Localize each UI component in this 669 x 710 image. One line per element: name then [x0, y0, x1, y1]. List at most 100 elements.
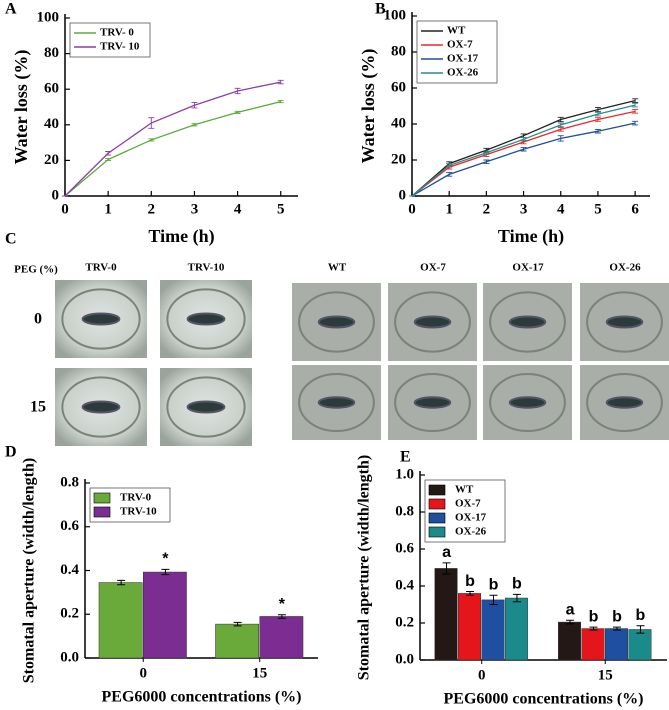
x-tick-label: 3 [191, 201, 199, 217]
guard-cells [394, 291, 471, 353]
x-tick-label: 2 [148, 201, 156, 217]
error-bar [117, 579, 126, 586]
significance-label: a [442, 544, 451, 561]
x-tick-label: 5 [594, 201, 602, 217]
error-bar [466, 591, 475, 596]
y-tick-label: 1.0 [395, 466, 414, 482]
significance-label: b [465, 573, 475, 590]
y-tick-label: 0.6 [395, 540, 414, 556]
bar [481, 599, 505, 661]
y-tick-label: 80 [44, 45, 59, 61]
legend-box [69, 22, 151, 58]
column-header: OX-7 [420, 262, 446, 274]
y-tick-label: 100 [37, 9, 60, 25]
guard-cells [489, 373, 566, 432]
y-tick-label: 20 [44, 152, 59, 168]
data-line [411, 110, 636, 197]
error-bar [557, 116, 564, 123]
x-tick-label: 4 [557, 201, 565, 217]
guard-cells [298, 291, 375, 353]
x-tick-label: 5 [277, 201, 285, 217]
column-header: OX-26 [609, 262, 641, 274]
y-tick-label: 0.4 [395, 577, 414, 593]
y-tick-label: 20 [391, 151, 406, 167]
error-bar [277, 100, 284, 104]
y-tick-label: 0 [399, 187, 407, 203]
micrograph [388, 365, 477, 440]
significance-label: * [162, 551, 169, 568]
x-tick-label: 3 [520, 201, 528, 217]
error-bar [105, 157, 112, 162]
y-tick-label: 0.2 [395, 614, 414, 630]
significance-label: b [589, 608, 599, 625]
error-bar [483, 159, 490, 165]
guard-cells [586, 373, 663, 432]
column-header: OX-17 [512, 262, 544, 274]
bar [143, 571, 187, 659]
significance-label: * [279, 596, 286, 613]
error-bar [148, 117, 155, 129]
guard-cells [394, 373, 471, 432]
panel-label: D [5, 444, 17, 461]
micrograph [55, 368, 147, 446]
legend-swatch [428, 484, 446, 496]
panel-label: C [5, 231, 17, 248]
column-header: TRV-0 [85, 262, 117, 274]
bar [558, 621, 582, 661]
stomatal-pore [81, 312, 121, 326]
error-bar [277, 614, 286, 619]
stomatal-pore [186, 312, 226, 326]
legend-label: WT [455, 484, 474, 496]
significance-label: b [489, 576, 499, 593]
micrograph [483, 365, 572, 440]
y-tick-label: 80 [391, 43, 406, 59]
x-tick-label: 2 [483, 201, 491, 217]
y-tick-label: 60 [44, 81, 59, 97]
legend-label: TRV-0 [120, 492, 152, 504]
error-bar [632, 102, 639, 108]
error-bar [148, 138, 155, 142]
error-bar [442, 562, 451, 575]
error-bar [233, 621, 242, 627]
micrograph [580, 365, 669, 440]
error-bar [594, 128, 601, 134]
error-bar [191, 102, 198, 109]
legend-label: OX-26 [447, 67, 479, 79]
column-header: TRV-10 [188, 262, 225, 274]
x-tick-label: 4 [234, 201, 242, 217]
significance-label: b [512, 576, 522, 593]
y-tick-label: 40 [44, 116, 59, 132]
stomatal-pore [508, 396, 547, 409]
x-tick-label: 1 [104, 201, 112, 217]
stomatal-pore [508, 315, 547, 329]
y-tick-label: 40 [391, 115, 406, 131]
y-axis-title: Stomatal aperture (width/length) [21, 458, 38, 683]
error-bar [483, 150, 490, 156]
x-axis-title: PEG6000 concentrations (%) [102, 689, 302, 706]
error-bar [557, 122, 564, 128]
error-bar [446, 163, 453, 168]
y-tick-label: 0.8 [395, 503, 414, 519]
stomatal-pore [317, 315, 356, 329]
bar [458, 593, 482, 661]
error-bar [105, 151, 112, 156]
x-axis-title: PEG6000 concentrations (%) [444, 691, 644, 708]
bar [215, 623, 259, 659]
x-tick-label: 15 [598, 667, 613, 683]
panel-label: E [400, 449, 411, 466]
stomatal-pore [605, 396, 644, 409]
y-tick-label: 0.0 [60, 649, 79, 665]
error-bar [594, 106, 601, 113]
legend-swatch [428, 512, 446, 524]
guard-cells [489, 291, 566, 353]
error-bar [557, 127, 564, 132]
error-bar [520, 146, 527, 152]
panel-label: B [375, 1, 386, 18]
legend-label: TRV- 0 [100, 27, 134, 39]
legend-label: OX-17 [447, 53, 479, 65]
micrograph [55, 280, 147, 358]
error-bar [234, 110, 241, 114]
guard-cells [166, 288, 246, 350]
bar [581, 628, 605, 661]
